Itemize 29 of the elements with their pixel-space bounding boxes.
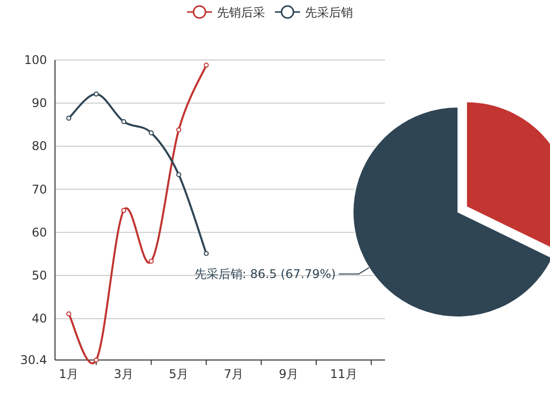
point [176, 172, 182, 178]
legend-label: 先销后采 [217, 6, 265, 20]
point [204, 62, 209, 68]
x-tick-label: 3月 [114, 367, 134, 381]
x-tick-label: 11月 [330, 367, 358, 381]
x-tick-label: 1月 [58, 367, 79, 381]
y-tick-label: 50 [32, 268, 47, 283]
point [176, 127, 182, 132]
point [94, 358, 99, 362]
point [66, 116, 72, 121]
y-tick-label: 70 [32, 182, 47, 196]
point [94, 92, 99, 97]
data-label: 先采后销: 86.5 (67.79%) [194, 267, 336, 282]
y-tick-label: 40 [32, 312, 47, 326]
y-tick-label: 30.4 [20, 353, 47, 367]
point [148, 130, 154, 136]
y-tick-label: 80 [32, 139, 47, 154]
x-tick-label: 7月 [224, 367, 244, 381]
y-tick-label: 60 [32, 225, 47, 240]
y-tick-label: 100 [24, 53, 47, 67]
x-tick-label: 9月 [278, 367, 299, 381]
point [66, 311, 72, 316]
point [121, 208, 126, 213]
point [204, 251, 209, 256]
legend-label: 先采后销 [305, 6, 353, 20]
x-tick-label: 5月 [168, 367, 189, 381]
y-tick-label: 90 [32, 96, 47, 110]
point [121, 119, 126, 124]
point [148, 258, 154, 264]
